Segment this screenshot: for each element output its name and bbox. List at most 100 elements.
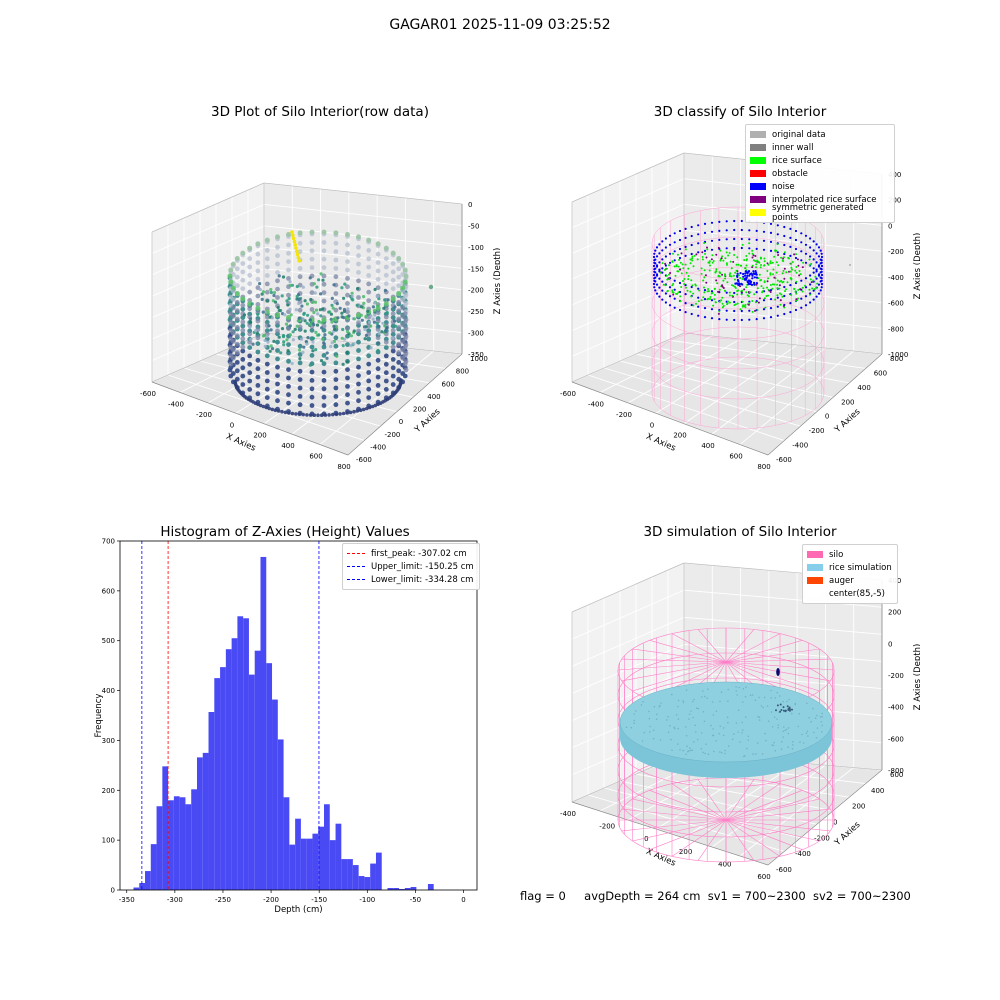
rice-surface-point [702, 279, 705, 282]
wall-point [356, 261, 361, 267]
x-tick-label: -100 [359, 896, 375, 904]
rice-surface-point [675, 265, 678, 268]
rice-surface-point [689, 290, 692, 293]
rice-surface-point [728, 294, 731, 297]
wall-point [396, 299, 402, 305]
rice-surface-point [679, 300, 682, 303]
rice-dot [625, 726, 628, 729]
surface-point [330, 303, 334, 307]
histogram-chart[interactable]: -350 -300 -250 -200 -150 -100 -50 0010020030040… [80, 520, 490, 920]
noise-point [742, 275, 745, 278]
y-tick-label: 600 [442, 380, 455, 388]
rice-dot [711, 701, 714, 703]
wall-point [240, 382, 246, 387]
rice-surface-point [700, 267, 703, 270]
x-tick-label: 400 [701, 442, 714, 450]
wall-point [247, 345, 253, 350]
raw-3d-axes[interactable]: -600-400-2000200400600800-600-400-200020… [140, 100, 500, 470]
rice-dot [771, 726, 774, 728]
histogram-bar [145, 871, 151, 890]
wall-point [345, 326, 350, 331]
rice-dot [777, 724, 780, 726]
bottom-point [273, 408, 278, 413]
rice-dot [685, 734, 688, 737]
simulation-3d-axes[interactable]: -400-2000200400600-600-400-2000200400600… [560, 520, 920, 890]
surface-point [242, 313, 247, 317]
noise-point [819, 267, 822, 270]
noise-point [800, 297, 803, 300]
surface-point [309, 297, 313, 302]
y-tick-label: 200 [852, 803, 865, 811]
simulation-legend: silo rice simulation auger center(85,-5) [802, 544, 898, 604]
wall-point [240, 365, 246, 371]
histogram-bar [399, 889, 405, 890]
noise-point [748, 309, 751, 312]
surface-point [383, 288, 387, 292]
rim-point [228, 279, 234, 285]
x-tick-label: 0 [230, 421, 234, 429]
wall-point [297, 402, 303, 408]
surface-point [317, 319, 321, 324]
rice-surface-point [795, 280, 798, 283]
rice-dot [655, 718, 658, 721]
wall-point [402, 373, 408, 379]
silo-floor-line [725, 819, 820, 842]
rice-dot [693, 741, 695, 743]
noise-point [697, 224, 700, 227]
surface-point [318, 308, 322, 312]
x-tick-label: -600 [140, 390, 156, 398]
rice-surface-point [775, 261, 778, 264]
silo-floor-line [725, 790, 803, 821]
rice-surface-point [664, 284, 667, 287]
rim-point [234, 291, 240, 296]
rice-dot [756, 742, 759, 744]
rice-dot [784, 729, 786, 732]
rice-dot [735, 722, 738, 724]
rice-surface-point [683, 283, 686, 286]
rice-surface-point [786, 281, 789, 284]
y-tick-label: -400 [795, 850, 811, 858]
wall-point [275, 398, 280, 404]
histogram-bar [375, 852, 382, 890]
rice-dot [776, 691, 778, 694]
rice-surface-point [671, 284, 674, 287]
y-tick-label: 400 [871, 787, 884, 795]
floor-gridline [711, 764, 826, 848]
surface-point [341, 362, 345, 366]
surface-point [377, 331, 381, 336]
rice-surface-point [801, 266, 804, 269]
surface-point [321, 307, 325, 311]
y-tick-label: -400 [370, 443, 386, 451]
back-pane-left [572, 153, 684, 382]
noise-point [658, 286, 661, 289]
rice-surface-point [782, 256, 785, 259]
y-axis-line [767, 353, 883, 456]
noise-point [655, 255, 659, 258]
wall-point [234, 341, 240, 347]
noise-point [809, 237, 812, 240]
surface-point [343, 282, 347, 286]
wall-point [240, 261, 246, 266]
rice-surface-point [733, 254, 736, 256]
rice-dot [679, 749, 681, 751]
z-tick-label: -200 [888, 248, 904, 256]
noise-point [739, 272, 742, 275]
wall-point [247, 281, 253, 287]
wall-point [275, 295, 280, 300]
surface-point [369, 346, 373, 350]
wall-point [321, 265, 327, 270]
rice-dot [821, 716, 823, 718]
wall-point [234, 350, 240, 355]
surface-point [287, 297, 291, 301]
surface-point [376, 341, 380, 345]
wall-point [264, 386, 270, 392]
histogram-bar [225, 649, 232, 890]
rice-surface-point [679, 261, 682, 264]
surface-point [288, 280, 292, 284]
histogram-bar [196, 757, 203, 890]
rim-point [234, 256, 240, 261]
rice-surface-point [745, 255, 748, 257]
surface-point [282, 340, 286, 344]
rice-surface-point [728, 252, 731, 254]
rice-dot [774, 697, 777, 699]
